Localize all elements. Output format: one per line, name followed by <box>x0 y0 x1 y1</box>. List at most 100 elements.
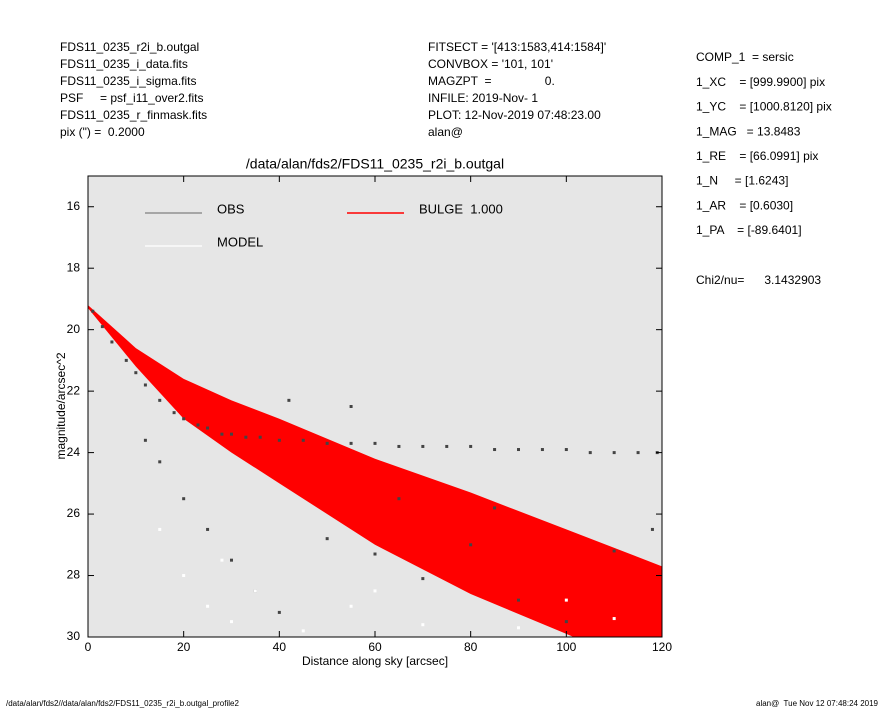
x-tick-label: 20 <box>177 640 191 654</box>
data-point <box>564 620 568 624</box>
y-tick-label: 22 <box>67 383 81 397</box>
data-point <box>143 383 147 387</box>
data-point <box>134 371 138 375</box>
y-tick-label: 18 <box>67 260 81 274</box>
data-point <box>110 340 114 344</box>
y-tick-label: 24 <box>67 445 81 459</box>
x-tick-label: 0 <box>85 640 92 654</box>
data-point <box>445 444 449 448</box>
x-tick-label: 40 <box>273 640 287 654</box>
data-point <box>397 497 401 501</box>
data-point <box>373 552 377 556</box>
data-point <box>206 604 210 608</box>
header-line: 1_AR = [0.6030] <box>696 198 793 212</box>
footer-right: alan@ Tue Nov 12 07:48:24 2019 <box>756 699 879 708</box>
data-point <box>421 623 425 627</box>
y-tick-label: 26 <box>67 506 81 520</box>
data-point <box>469 444 473 448</box>
data-point <box>277 438 281 442</box>
data-point <box>287 398 291 402</box>
plot-area <box>88 305 662 637</box>
header-line: CONVBOX = '101, 101' <box>428 57 553 71</box>
data-point <box>493 506 497 510</box>
data-point <box>158 398 162 402</box>
y-tick-label: 30 <box>67 629 81 643</box>
y-axis-label: magnitude/arcsec^2 <box>54 352 68 459</box>
legend-label: BULGE 1.000 <box>419 201 503 216</box>
data-point <box>564 598 568 602</box>
header-line: PLOT: 12-Nov-2019 07:48:23.00 <box>428 108 601 122</box>
data-point <box>612 617 616 621</box>
data-point <box>206 527 210 531</box>
x-tick-label: 100 <box>556 640 576 654</box>
header-line: MAGZPT = 0. <box>428 74 555 88</box>
header-line: FDS11_0235_r2i_b.outgal <box>60 40 199 54</box>
header-line: 1_N = [1.6243] <box>696 174 788 188</box>
data-point <box>650 527 654 531</box>
data-point <box>158 460 162 464</box>
data-point <box>244 435 248 439</box>
data-point <box>325 441 329 445</box>
data-point <box>182 497 186 501</box>
data-point <box>349 441 353 445</box>
data-point <box>277 610 281 614</box>
y-tick-label: 16 <box>67 199 81 213</box>
data-point <box>206 426 210 430</box>
data-point <box>397 444 401 448</box>
legend-label: OBS <box>217 201 245 216</box>
header-line: PSF = psf_i11_over2.fits <box>60 91 204 105</box>
data-point <box>182 574 186 578</box>
header-line: pix (") = 0.2000 <box>60 125 145 139</box>
data-point <box>325 537 329 541</box>
header-line: FDS11_0235_i_sigma.fits <box>60 74 197 88</box>
header-line: alan@ <box>428 125 463 139</box>
data-point <box>421 577 425 581</box>
x-tick-label: 80 <box>464 640 478 654</box>
y-tick-label: 20 <box>67 322 81 336</box>
data-point <box>301 629 305 633</box>
data-point <box>220 432 224 436</box>
header-line: 1_XC = [999.9900] pix <box>696 75 825 89</box>
data-point <box>349 405 353 408</box>
data-point <box>517 598 520 602</box>
data-point <box>158 527 162 531</box>
data-point <box>172 411 176 415</box>
x-tick-label: 60 <box>368 640 382 654</box>
data-point <box>182 417 186 421</box>
footer-left: /data/alan/fds2//data/alan/fds2/FDS11_02… <box>6 699 239 708</box>
data-point <box>612 549 616 553</box>
legend-label: MODEL <box>217 234 263 249</box>
x-tick-label: 120 <box>652 640 672 654</box>
data-point <box>220 558 224 562</box>
data-point <box>421 444 425 448</box>
data-point <box>143 438 147 442</box>
data-point <box>493 448 497 452</box>
data-point <box>230 620 233 624</box>
model-band <box>88 305 662 637</box>
header-line: 1_RE = [66.0991] pix <box>696 149 818 163</box>
header-line: FITSECT = '[413:1583,414:1584]' <box>428 40 606 54</box>
y-tick-label: 28 <box>67 568 81 582</box>
header-line: 1_MAG = 13.8483 <box>696 124 801 138</box>
data-point <box>301 438 305 442</box>
data-point <box>373 441 377 445</box>
data-point <box>612 451 616 455</box>
header-line: FDS11_0235_i_data.fits <box>60 57 188 71</box>
data-point <box>258 435 262 439</box>
data-point <box>349 604 353 608</box>
x-axis-label: Distance along sky [arcsec] <box>302 654 448 668</box>
chart-title: /data/alan/fds2/FDS11_0235_r2i_b.outgal <box>246 156 504 172</box>
data-point <box>564 448 568 452</box>
chi2: Chi2/nu= 3.1432903 <box>696 273 821 287</box>
data-point <box>91 309 95 313</box>
header-line: 1_YC = [1000.8120] pix <box>696 100 832 114</box>
data-point <box>373 589 377 593</box>
data-point <box>253 589 257 593</box>
data-point <box>230 432 233 436</box>
data-point <box>230 558 233 562</box>
header-line: COMP_1 = sersic <box>696 50 794 64</box>
header-line: 1_PA = [-89.6401] <box>696 223 802 237</box>
data-point <box>636 451 640 455</box>
